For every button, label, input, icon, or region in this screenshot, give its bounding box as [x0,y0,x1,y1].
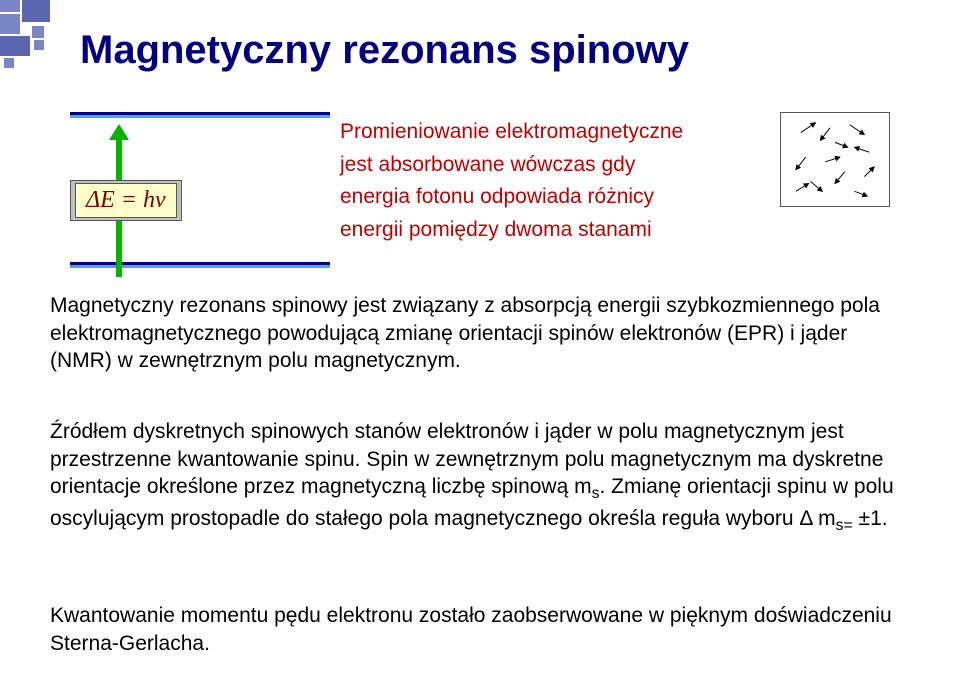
intro-line: energii pomiędzy dwoma stanami [340,214,760,247]
paragraph-1: Magnetyczny rezonans spinowy jest związa… [50,292,910,375]
equation-box: ΔE = hν [70,180,182,221]
paragraph-2: Źródłem dyskretnych spinowych stanów ele… [50,418,910,537]
subscript: s= [836,518,853,535]
intro-line: Promieniowanie elektromagnetyczne [340,116,760,149]
paragraph-3: Kwantowanie momentu pędu elektronu zosta… [50,602,910,657]
energy-level-diagram: ΔE = hν [70,112,330,282]
page-title: Magnetyczny rezonans spinowy [80,28,689,73]
intro-line: jest absorbowane wówczas gdy [340,149,760,182]
equation-text: ΔE = hν [75,183,177,218]
intro-line: energia fotonu odpowiada różnicy [340,181,760,214]
random-spins-icon [780,112,890,207]
intro-text: Promieniowanie elektromagnetyczne jest a… [340,116,760,246]
para2-part: ±1. [853,507,888,530]
